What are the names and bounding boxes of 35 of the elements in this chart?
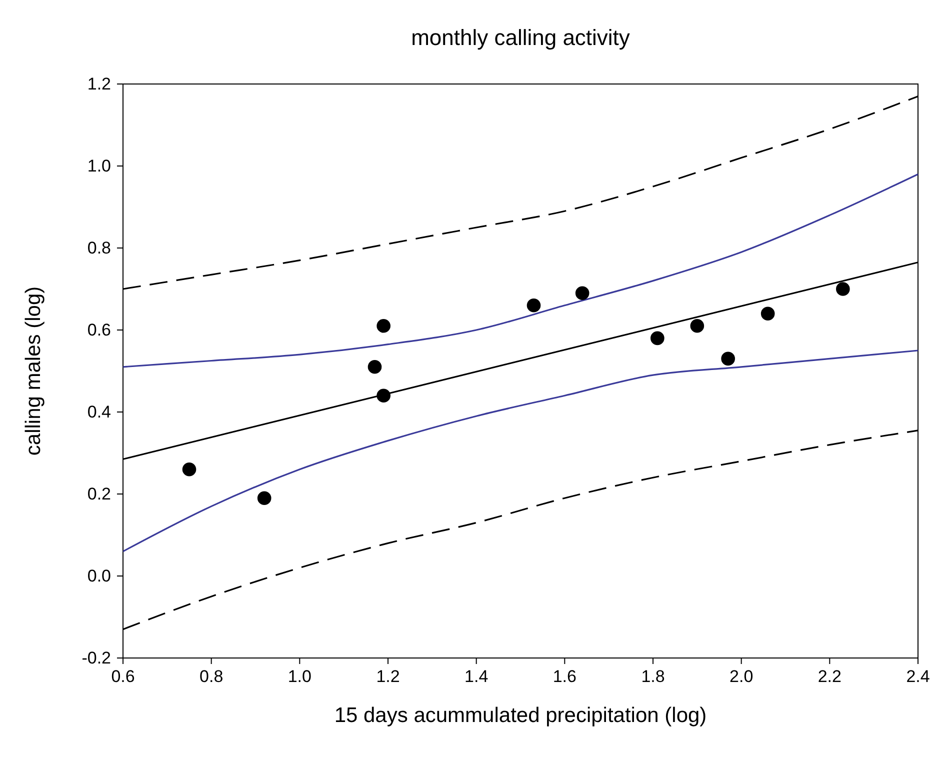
y-axis-title: calling males (log) <box>22 286 45 456</box>
y-tick-label: -0.2 <box>82 648 111 668</box>
line-series <box>123 173 918 368</box>
point <box>760 306 775 320</box>
point <box>650 331 664 346</box>
point <box>526 298 541 312</box>
point <box>575 286 590 300</box>
point <box>368 360 382 374</box>
y-tick-label: 0.2 <box>87 484 111 504</box>
x-tick-label: 1.2 <box>376 667 400 686</box>
y-tick-label: 0.0 <box>87 566 111 586</box>
y-tick-label: 0.4 <box>87 402 111 422</box>
y-tick-label: 1.2 <box>87 74 111 94</box>
chart-title: monthly calling activity <box>411 25 630 50</box>
point <box>376 388 390 402</box>
point <box>257 491 272 505</box>
point <box>721 352 735 366</box>
x-tick-label: 2.0 <box>730 667 754 686</box>
point <box>836 282 850 296</box>
x-tick-label: 1.4 <box>464 667 488 686</box>
y-tick-label: 0.8 <box>87 238 111 258</box>
x-tick-label: 2.4 <box>906 667 930 686</box>
point <box>376 319 390 333</box>
y-tick-label: 0.6 <box>87 320 111 340</box>
x-tick-label: 1.8 <box>641 667 665 686</box>
line-series <box>123 350 918 552</box>
point <box>690 319 704 333</box>
x-tick-label: 2.2 <box>818 667 842 686</box>
x-tick-label: 1.0 <box>288 667 312 686</box>
x-tick-label: 1.6 <box>552 667 576 686</box>
x-axis-title: 15 days acummulated precipitation (log) <box>334 704 707 727</box>
point <box>182 462 196 476</box>
y-tick-label: 1.0 <box>87 156 111 176</box>
x-tick-label: 0.8 <box>200 667 224 686</box>
x-tick-label: 0.6 <box>111 667 135 686</box>
